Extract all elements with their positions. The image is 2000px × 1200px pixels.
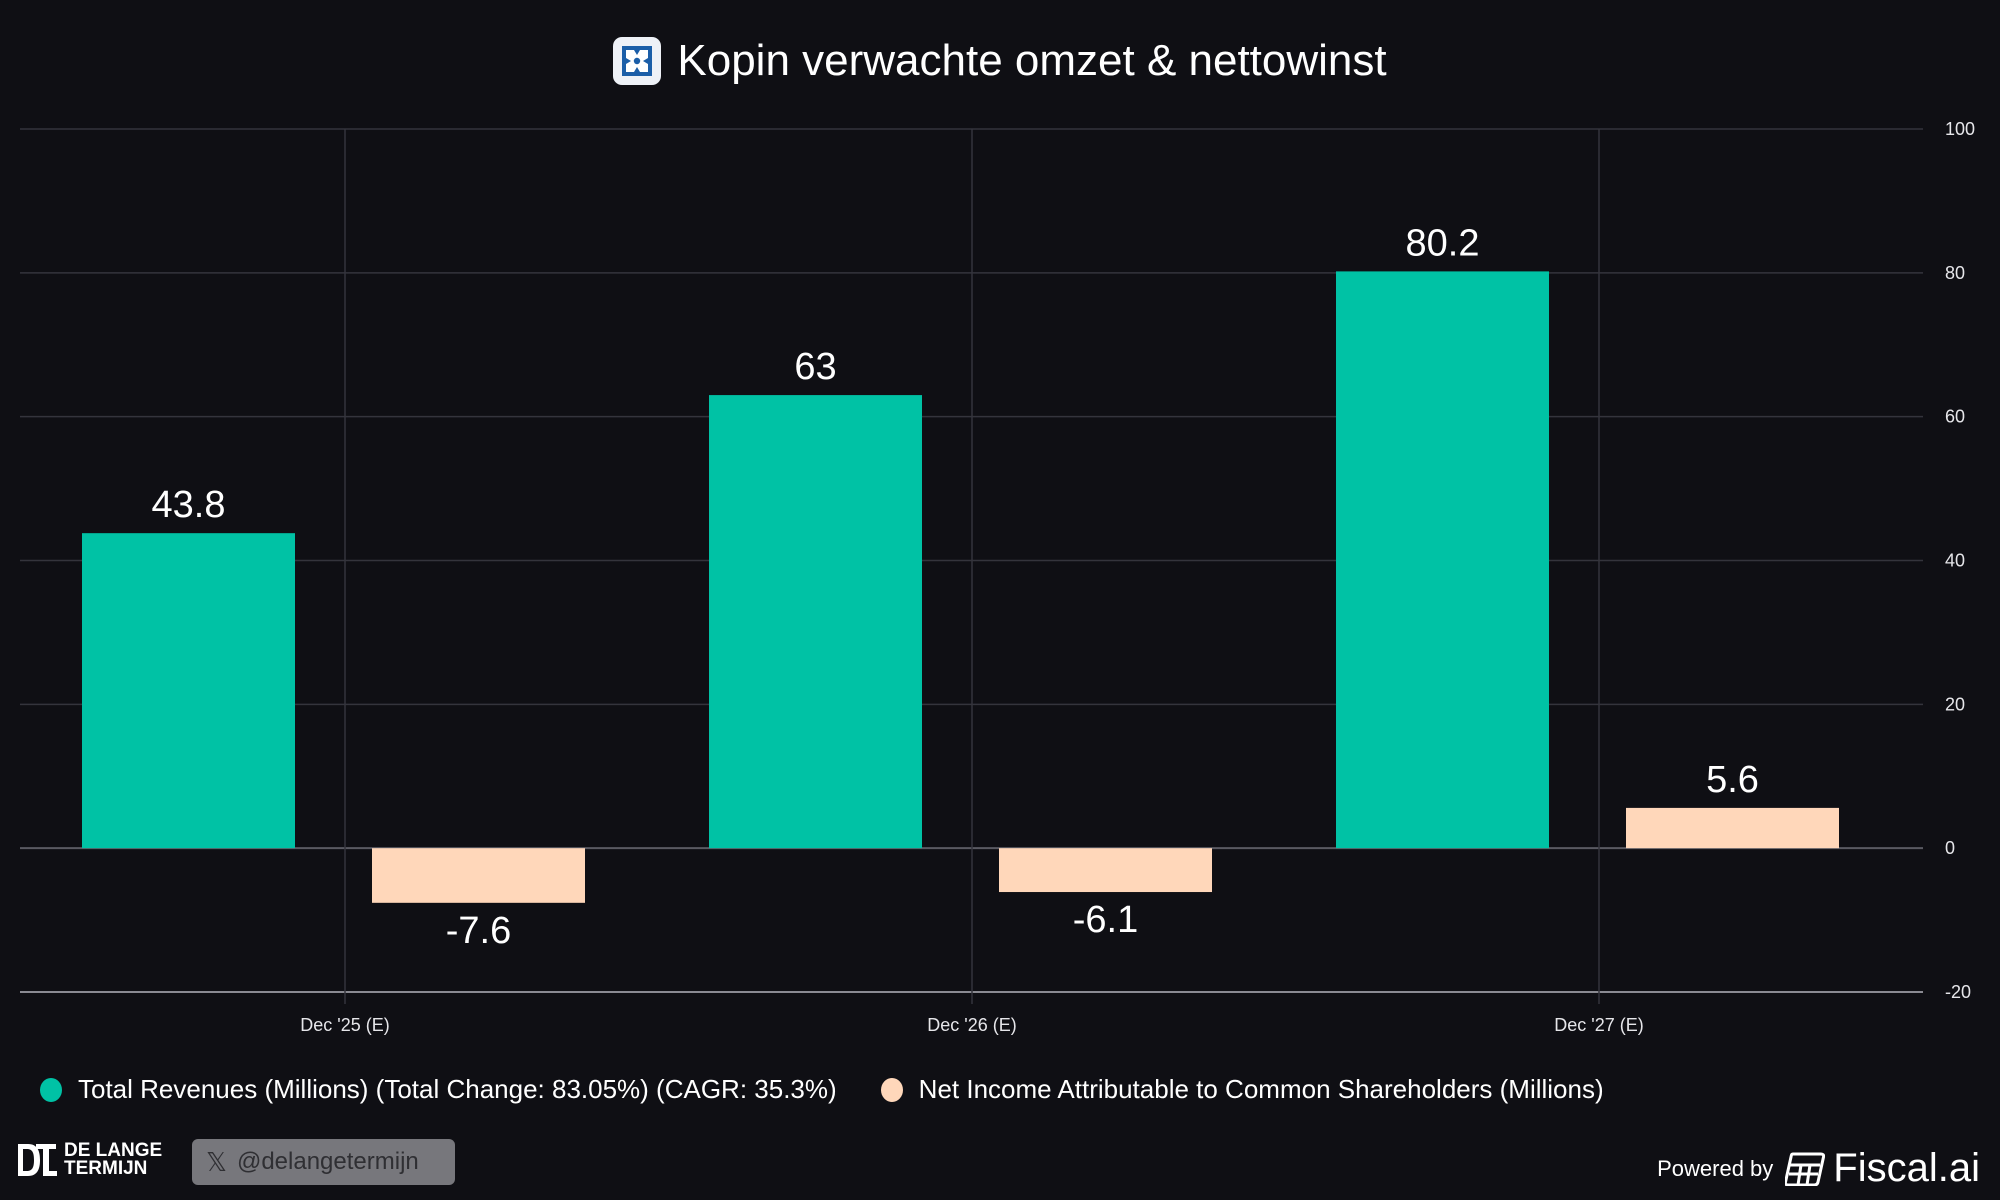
dl-logo-icon bbox=[18, 1144, 57, 1176]
label-layer: 100 80 60 40 20 0 -20 Dec '25 (E) Dec '26 (E) Dec… bbox=[152, 119, 1976, 1035]
x-tick-label: Dec '25 (E) bbox=[300, 1015, 389, 1035]
net-income-bar bbox=[999, 848, 1212, 893]
x-tick-label: Dec '27 (E) bbox=[1554, 1015, 1643, 1035]
revenue-bar bbox=[709, 395, 922, 849]
data-label: -7.6 bbox=[446, 910, 511, 952]
y-tick-label: -20 bbox=[1945, 982, 1971, 1002]
brand-line-1: DE LANGE bbox=[64, 1140, 163, 1161]
y-tick-label: 40 bbox=[1945, 551, 1965, 571]
data-label: 80.2 bbox=[1406, 222, 1480, 264]
y-tick-label: 0 bbox=[1945, 838, 1955, 858]
grid-layer bbox=[20, 128, 1923, 1004]
powered-by: Powered by Fiscal.ai bbox=[1657, 1146, 1980, 1191]
legend: Total Revenues (Millions) (Total Change:… bbox=[40, 1074, 1648, 1105]
kopin-logo-icon bbox=[613, 37, 662, 85]
chart-title-row: Kopin verwachte omzet & nettowinst bbox=[0, 36, 2000, 86]
de-lange-termijn-brand: DE LANGE TERMIJN bbox=[16, 1140, 163, 1179]
y-tick-label: 80 bbox=[1945, 263, 1965, 283]
y-tick-label: 60 bbox=[1945, 407, 1965, 427]
fiscal-wordmark: Fiscal.ai bbox=[1833, 1146, 1980, 1190]
x-handle-badge[interactable]: 𝕏 @delangetermijn bbox=[192, 1139, 455, 1185]
legend-dot-revenue-icon bbox=[40, 1077, 62, 1102]
chart-title: Kopin verwachte omzet & nettowinst bbox=[677, 36, 1387, 85]
bar-layer bbox=[82, 271, 1839, 903]
brand-line-2: TERMIJN bbox=[64, 1158, 148, 1179]
y-tick-label: 20 bbox=[1945, 694, 1965, 714]
revenue-bar bbox=[82, 533, 295, 849]
bar-chart: 100 80 60 40 20 0 -20 Dec '25 (E) Dec '26 (E) Dec… bbox=[20, 119, 1976, 1035]
x-logo-icon: 𝕏 bbox=[206, 1146, 227, 1177]
data-label: 63 bbox=[794, 346, 836, 388]
data-label: 5.6 bbox=[1706, 759, 1759, 801]
legend-dot-net-income-icon bbox=[880, 1077, 903, 1102]
powered-by-label: Powered by bbox=[1657, 1155, 1774, 1181]
y-tick-label: 100 bbox=[1945, 119, 1975, 139]
x-handle: @delangetermijn bbox=[236, 1148, 419, 1175]
net-income-bar bbox=[372, 848, 585, 903]
data-label: 43.8 bbox=[152, 484, 226, 526]
x-tick-label: Dec '26 (E) bbox=[927, 1015, 1016, 1035]
data-label: -6.1 bbox=[1073, 899, 1138, 941]
revenue-bar bbox=[1336, 271, 1549, 849]
fiscal-logo-icon bbox=[1785, 1152, 1826, 1186]
legend-item-net-income[interactable]: Net Income Attributable to Common Shareh… bbox=[880, 1074, 1604, 1105]
net-income-bar bbox=[1626, 807, 1839, 849]
legend-label-net-income: Net Income Attributable to Common Shareh… bbox=[918, 1074, 1604, 1104]
legend-label-revenue: Total Revenues (Millions) (Total Change:… bbox=[78, 1074, 837, 1104]
legend-item-revenue[interactable]: Total Revenues (Millions) (Total Change:… bbox=[40, 1074, 837, 1105]
